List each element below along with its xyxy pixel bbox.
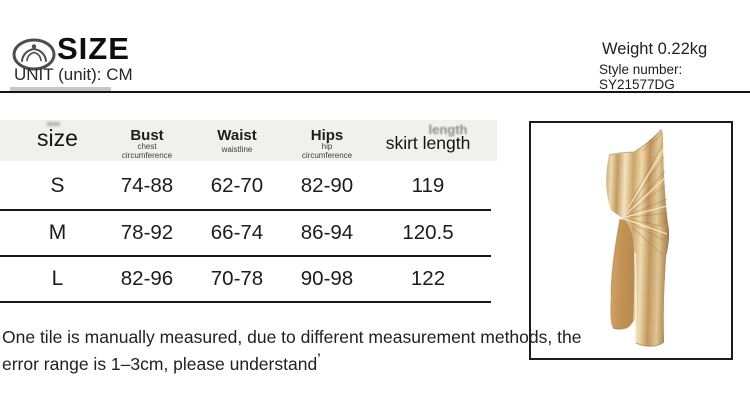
ornament-emblem-icon (12, 38, 56, 71)
column-header-waist: Waist (217, 127, 257, 144)
cell-m-skirt-length: 120.5 (402, 221, 454, 244)
column-header-size: size (37, 125, 78, 151)
page-title: SIZE (57, 31, 130, 66)
column-subheader-bust: chest circumference (121, 142, 173, 160)
cell-l-waist: 70-78 (210, 267, 264, 290)
erased-stroke-artifact: ’ (317, 350, 321, 365)
cell-l-size: L (51, 267, 64, 290)
cell-l-hips: 90-98 (300, 267, 354, 290)
erased-text-artifact (47, 122, 60, 126)
product-image-box (529, 121, 733, 360)
measurement-disclaimer: One tile is manually measured, due to di… (2, 327, 602, 374)
footnote-line-2: error range is 1–3cm, please understand’ (2, 350, 321, 374)
cell-s-hips: 82-90 (300, 173, 354, 197)
cell-m-bust: 78-92 (120, 221, 174, 244)
cell-m-waist: 66-74 (210, 221, 264, 244)
footnote-line-1: One tile is manually measured, due to di… (2, 327, 582, 347)
weight-label: Weight 0.22kg (602, 40, 708, 58)
table-row-m: M 78-92 66-74 86-94 120.5 (0, 211, 491, 257)
dress-illustration (606, 128, 670, 347)
unit-underline-bar (10, 87, 111, 91)
column-subheader-waist: waistline (221, 145, 253, 154)
unit-label: UNIT (unit): CM (14, 65, 133, 84)
cell-m-size: M (48, 221, 67, 244)
style-number-label: Style number: SY21577DG (599, 62, 683, 92)
column-header-skirt-length: skirt length (385, 133, 471, 153)
cell-l-skirt-length: 122 (410, 267, 446, 290)
column-subheader-hips: hip circumference (301, 142, 353, 160)
column-header-bust: Bust (130, 127, 164, 144)
cell-l-bust: 82-96 (120, 267, 174, 290)
cell-s-bust: 74-88 (120, 173, 174, 197)
table-row-l: L 82-96 70-78 90-98 122 (0, 257, 491, 303)
cell-s-waist: 62-70 (210, 173, 264, 197)
cell-s-skirt-length: 119 (411, 173, 445, 197)
cell-s-size: S (50, 173, 65, 197)
column-header-hips: Hips (310, 127, 344, 144)
size-table-header: size Bust chest circumference Waist wais… (0, 120, 497, 161)
header-divider-line (0, 91, 750, 93)
erased-text-length-ghost: length (428, 122, 468, 137)
table-row-s: S 74-88 62-70 82-90 119 (0, 162, 491, 211)
cell-m-hips: 86-94 (300, 221, 354, 244)
